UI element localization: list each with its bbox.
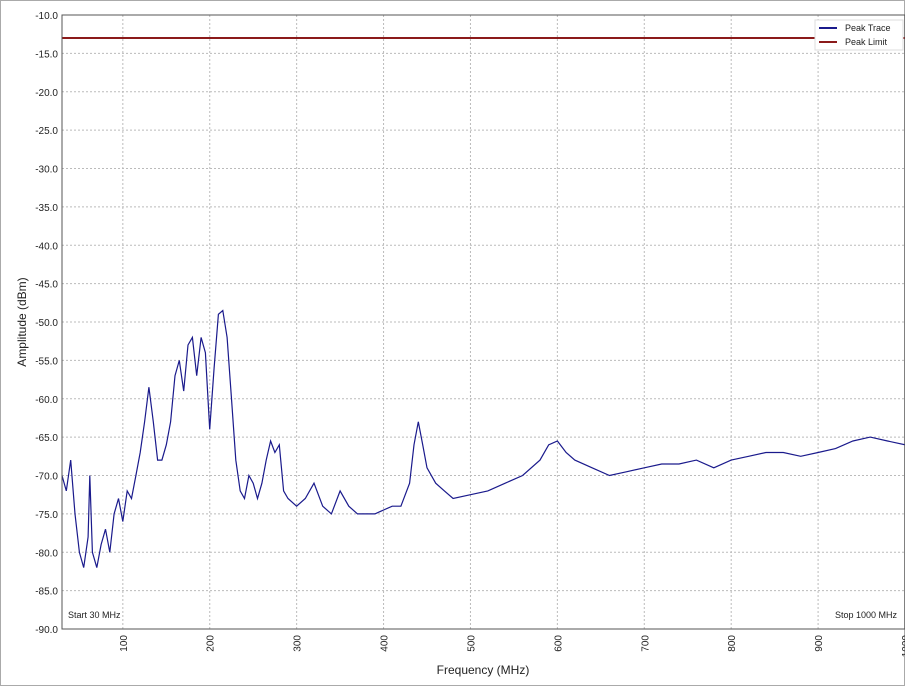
x-tick-label: 500	[466, 635, 477, 652]
y-tick-label: -35.0	[35, 203, 58, 214]
y-tick-label: -80.0	[35, 548, 58, 559]
legend-label: Peak Limit	[845, 37, 888, 47]
x-tick-label: 900	[814, 635, 825, 652]
x-tick-label: 800	[727, 635, 738, 652]
y-tick-label: -15.0	[35, 49, 58, 60]
y-tick-label: -70.0	[35, 472, 58, 483]
legend-label: Peak Trace	[845, 23, 891, 33]
x-tick-label: 1000	[901, 635, 905, 658]
x-tick-label: 300	[293, 635, 304, 652]
y-axis-label: Amplitude (dBm)	[15, 277, 29, 366]
y-tick-label: -65.0	[35, 433, 58, 444]
legend-box	[814, 19, 904, 51]
line-series	[61, 309, 905, 568]
x-tick-label: 700	[640, 635, 651, 652]
y-tick-label: -25.0	[35, 126, 58, 137]
y-tick-label: -90.0	[35, 625, 58, 636]
annotation: Start 30 MHz	[68, 610, 121, 620]
y-tick-label: -30.0	[35, 165, 58, 176]
y-tick-label: -60.0	[35, 395, 58, 406]
y-tick-label: -45.0	[35, 280, 58, 291]
y-tick-label: -40.0	[35, 241, 58, 252]
y-tick-label: -10.0	[35, 11, 58, 22]
x-tick-label: 400	[380, 635, 391, 652]
x-tick-label: 200	[206, 635, 217, 652]
y-tick-label: -50.0	[35, 318, 58, 329]
y-tick-label: -20.0	[35, 88, 58, 99]
x-axis-label: Frequency (MHz)	[437, 663, 530, 677]
y-tick-label: -55.0	[35, 356, 58, 367]
plot-border	[61, 14, 905, 630]
annotation: Stop 1000 MHz	[835, 610, 898, 620]
x-tick-label: 600	[553, 635, 564, 652]
x-tick-label: 100	[119, 635, 130, 652]
y-tick-label: -75.0	[35, 510, 58, 521]
y-tick-label: -85.0	[35, 587, 58, 598]
